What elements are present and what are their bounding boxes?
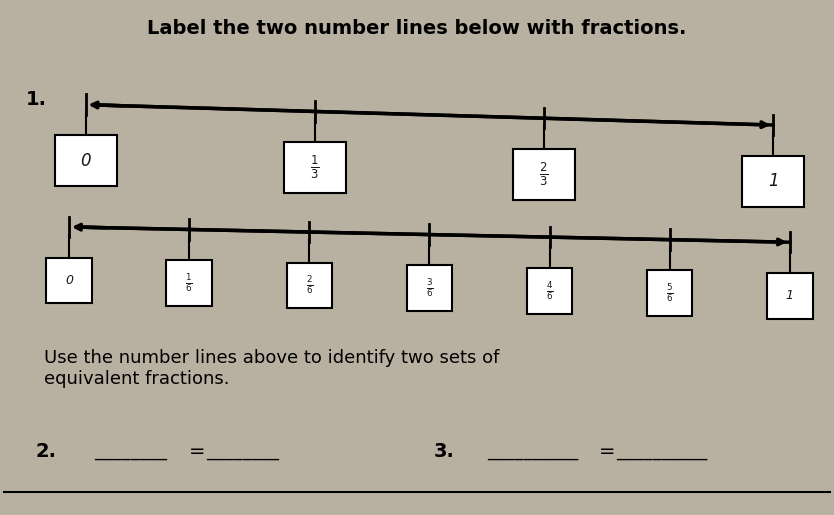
Text: __________: __________ [487, 442, 579, 460]
FancyBboxPatch shape [407, 265, 452, 311]
Text: Use the number lines above to identify two sets of
equivalent fractions.: Use the number lines above to identify t… [44, 349, 500, 388]
FancyBboxPatch shape [742, 156, 804, 207]
Text: $\frac{2}{6}$: $\frac{2}{6}$ [305, 274, 313, 297]
Text: 0: 0 [80, 152, 91, 170]
Text: ________: ________ [206, 442, 279, 460]
FancyBboxPatch shape [284, 142, 346, 193]
Text: =: = [189, 441, 206, 460]
FancyBboxPatch shape [167, 260, 212, 306]
FancyBboxPatch shape [767, 273, 812, 319]
Text: ________: ________ [94, 442, 167, 460]
FancyBboxPatch shape [513, 149, 575, 200]
FancyBboxPatch shape [527, 268, 572, 314]
Text: 2.: 2. [36, 441, 57, 460]
Text: 1.: 1. [25, 90, 47, 109]
Text: $\frac{2}{3}$: $\frac{2}{3}$ [540, 161, 549, 188]
FancyBboxPatch shape [46, 258, 92, 303]
Text: $\frac{3}{6}$: $\frac{3}{6}$ [425, 277, 433, 299]
FancyBboxPatch shape [54, 135, 117, 186]
Text: $\frac{1}{6}$: $\frac{1}{6}$ [185, 272, 193, 294]
Text: __________: __________ [615, 442, 707, 460]
FancyBboxPatch shape [647, 270, 692, 316]
Text: Label the two number lines below with fractions.: Label the two number lines below with fr… [148, 19, 686, 38]
Text: =: = [600, 441, 615, 460]
Text: 1: 1 [786, 289, 794, 302]
Text: $\frac{5}{6}$: $\frac{5}{6}$ [666, 282, 674, 304]
Text: $\frac{4}{6}$: $\frac{4}{6}$ [545, 280, 553, 302]
FancyBboxPatch shape [287, 263, 332, 308]
Text: 0: 0 [65, 274, 73, 287]
Text: 1: 1 [768, 172, 779, 190]
Text: 3.: 3. [434, 441, 455, 460]
Text: $\frac{1}{3}$: $\frac{1}{3}$ [310, 154, 319, 181]
